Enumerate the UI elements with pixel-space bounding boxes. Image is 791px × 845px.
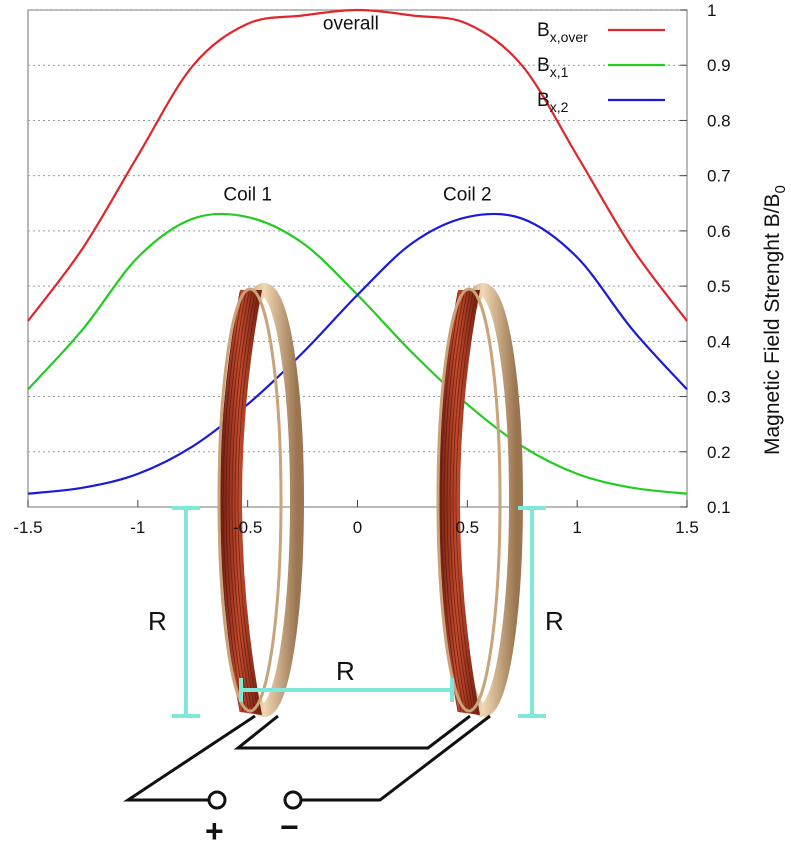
- winding-turn: [228, 291, 250, 713]
- series-line-x-1: [27, 212, 688, 495]
- terminal-minus-label: −: [280, 809, 299, 845]
- y-tick-label: 0.1: [707, 498, 731, 517]
- y-tick-label: 0.3: [707, 388, 731, 407]
- annotation: Coil 2: [443, 185, 492, 206]
- series-line-x-over: [27, 8, 688, 322]
- dimension-left: [172, 506, 200, 718]
- coil-2-winding: [438, 290, 480, 715]
- coil-2-ring-front: [436, 287, 502, 713]
- legend: Bx,over Bx,1 Bx,2: [537, 20, 665, 115]
- wiring: [123, 714, 491, 802]
- winding-turn: [455, 291, 477, 713]
- coil-1-turns: [219, 291, 259, 713]
- legend-label: Bx,1: [537, 55, 569, 80]
- winding-turn: [443, 291, 465, 713]
- winding-turn: [452, 291, 474, 713]
- coil-1: [217, 283, 304, 717]
- dimension-middle: [239, 678, 454, 702]
- terminal-positive[interactable]: [207, 790, 227, 810]
- annotation: Coil 1: [223, 185, 272, 206]
- plot-frame: [27, 9, 688, 508]
- y-axis-title: Magnetic Field Strenght B/B0: [761, 185, 789, 455]
- annotation: overall: [323, 13, 379, 34]
- x-tick-label: 0: [353, 518, 362, 537]
- y-tick-label: 0.6: [707, 222, 731, 241]
- coil-1-winding: [220, 290, 262, 715]
- y-tick-label: 0.8: [707, 111, 731, 130]
- y-tick-label: 0.9: [707, 56, 731, 75]
- coil-1-ring-front: [217, 287, 283, 713]
- legend-label: Bx,over: [537, 20, 588, 45]
- winding-turn: [449, 291, 471, 713]
- winding-turn: [237, 291, 259, 713]
- winding-turn: [225, 291, 247, 713]
- legend-label: Bx,2: [537, 90, 569, 115]
- coil-2: [436, 283, 523, 717]
- x-tick-label: 1: [572, 518, 581, 537]
- dim-label-middle: R: [336, 656, 355, 686]
- x-tick-label: -0.5: [233, 518, 262, 537]
- series-line-x-2: [27, 212, 688, 495]
- winding-turn: [231, 291, 253, 713]
- x-tick-label: -1: [130, 518, 145, 537]
- dim-label-right: R: [545, 606, 564, 636]
- y-tick-label: 0.2: [707, 443, 731, 462]
- winding-turn: [222, 291, 244, 713]
- terminal-plus-label: +: [205, 813, 224, 845]
- y-gridlines: [28, 9, 687, 453]
- dim-label-left: R: [148, 606, 167, 636]
- y-axis-ticks: 0.1 0.2 0.3 0.4 0.5 0.6 0.7 0.8 0.9 1: [680, 1, 731, 517]
- annotations: overall Coil 1 Coil 2: [223, 13, 491, 205]
- y-tick-label: 1: [707, 1, 716, 20]
- x-tick-label: -1.5: [13, 518, 42, 537]
- x-tick-label: 1.5: [675, 518, 699, 537]
- terminal-negative[interactable]: [283, 790, 303, 810]
- y-tick-label: 0.4: [707, 332, 731, 351]
- y-tick-label: 0.5: [707, 277, 731, 296]
- winding-turn: [234, 291, 256, 713]
- series-lines: [27, 8, 688, 495]
- winding-turn: [440, 291, 462, 713]
- x-axis-ticks: -1.5 -1 -0.5 0 0.5 1 1.5: [13, 500, 699, 537]
- x-tick-label: 0.5: [456, 518, 480, 537]
- dimension-right: [518, 506, 546, 718]
- winding-turn: [446, 291, 468, 713]
- y-tick-label: 0.7: [707, 167, 731, 186]
